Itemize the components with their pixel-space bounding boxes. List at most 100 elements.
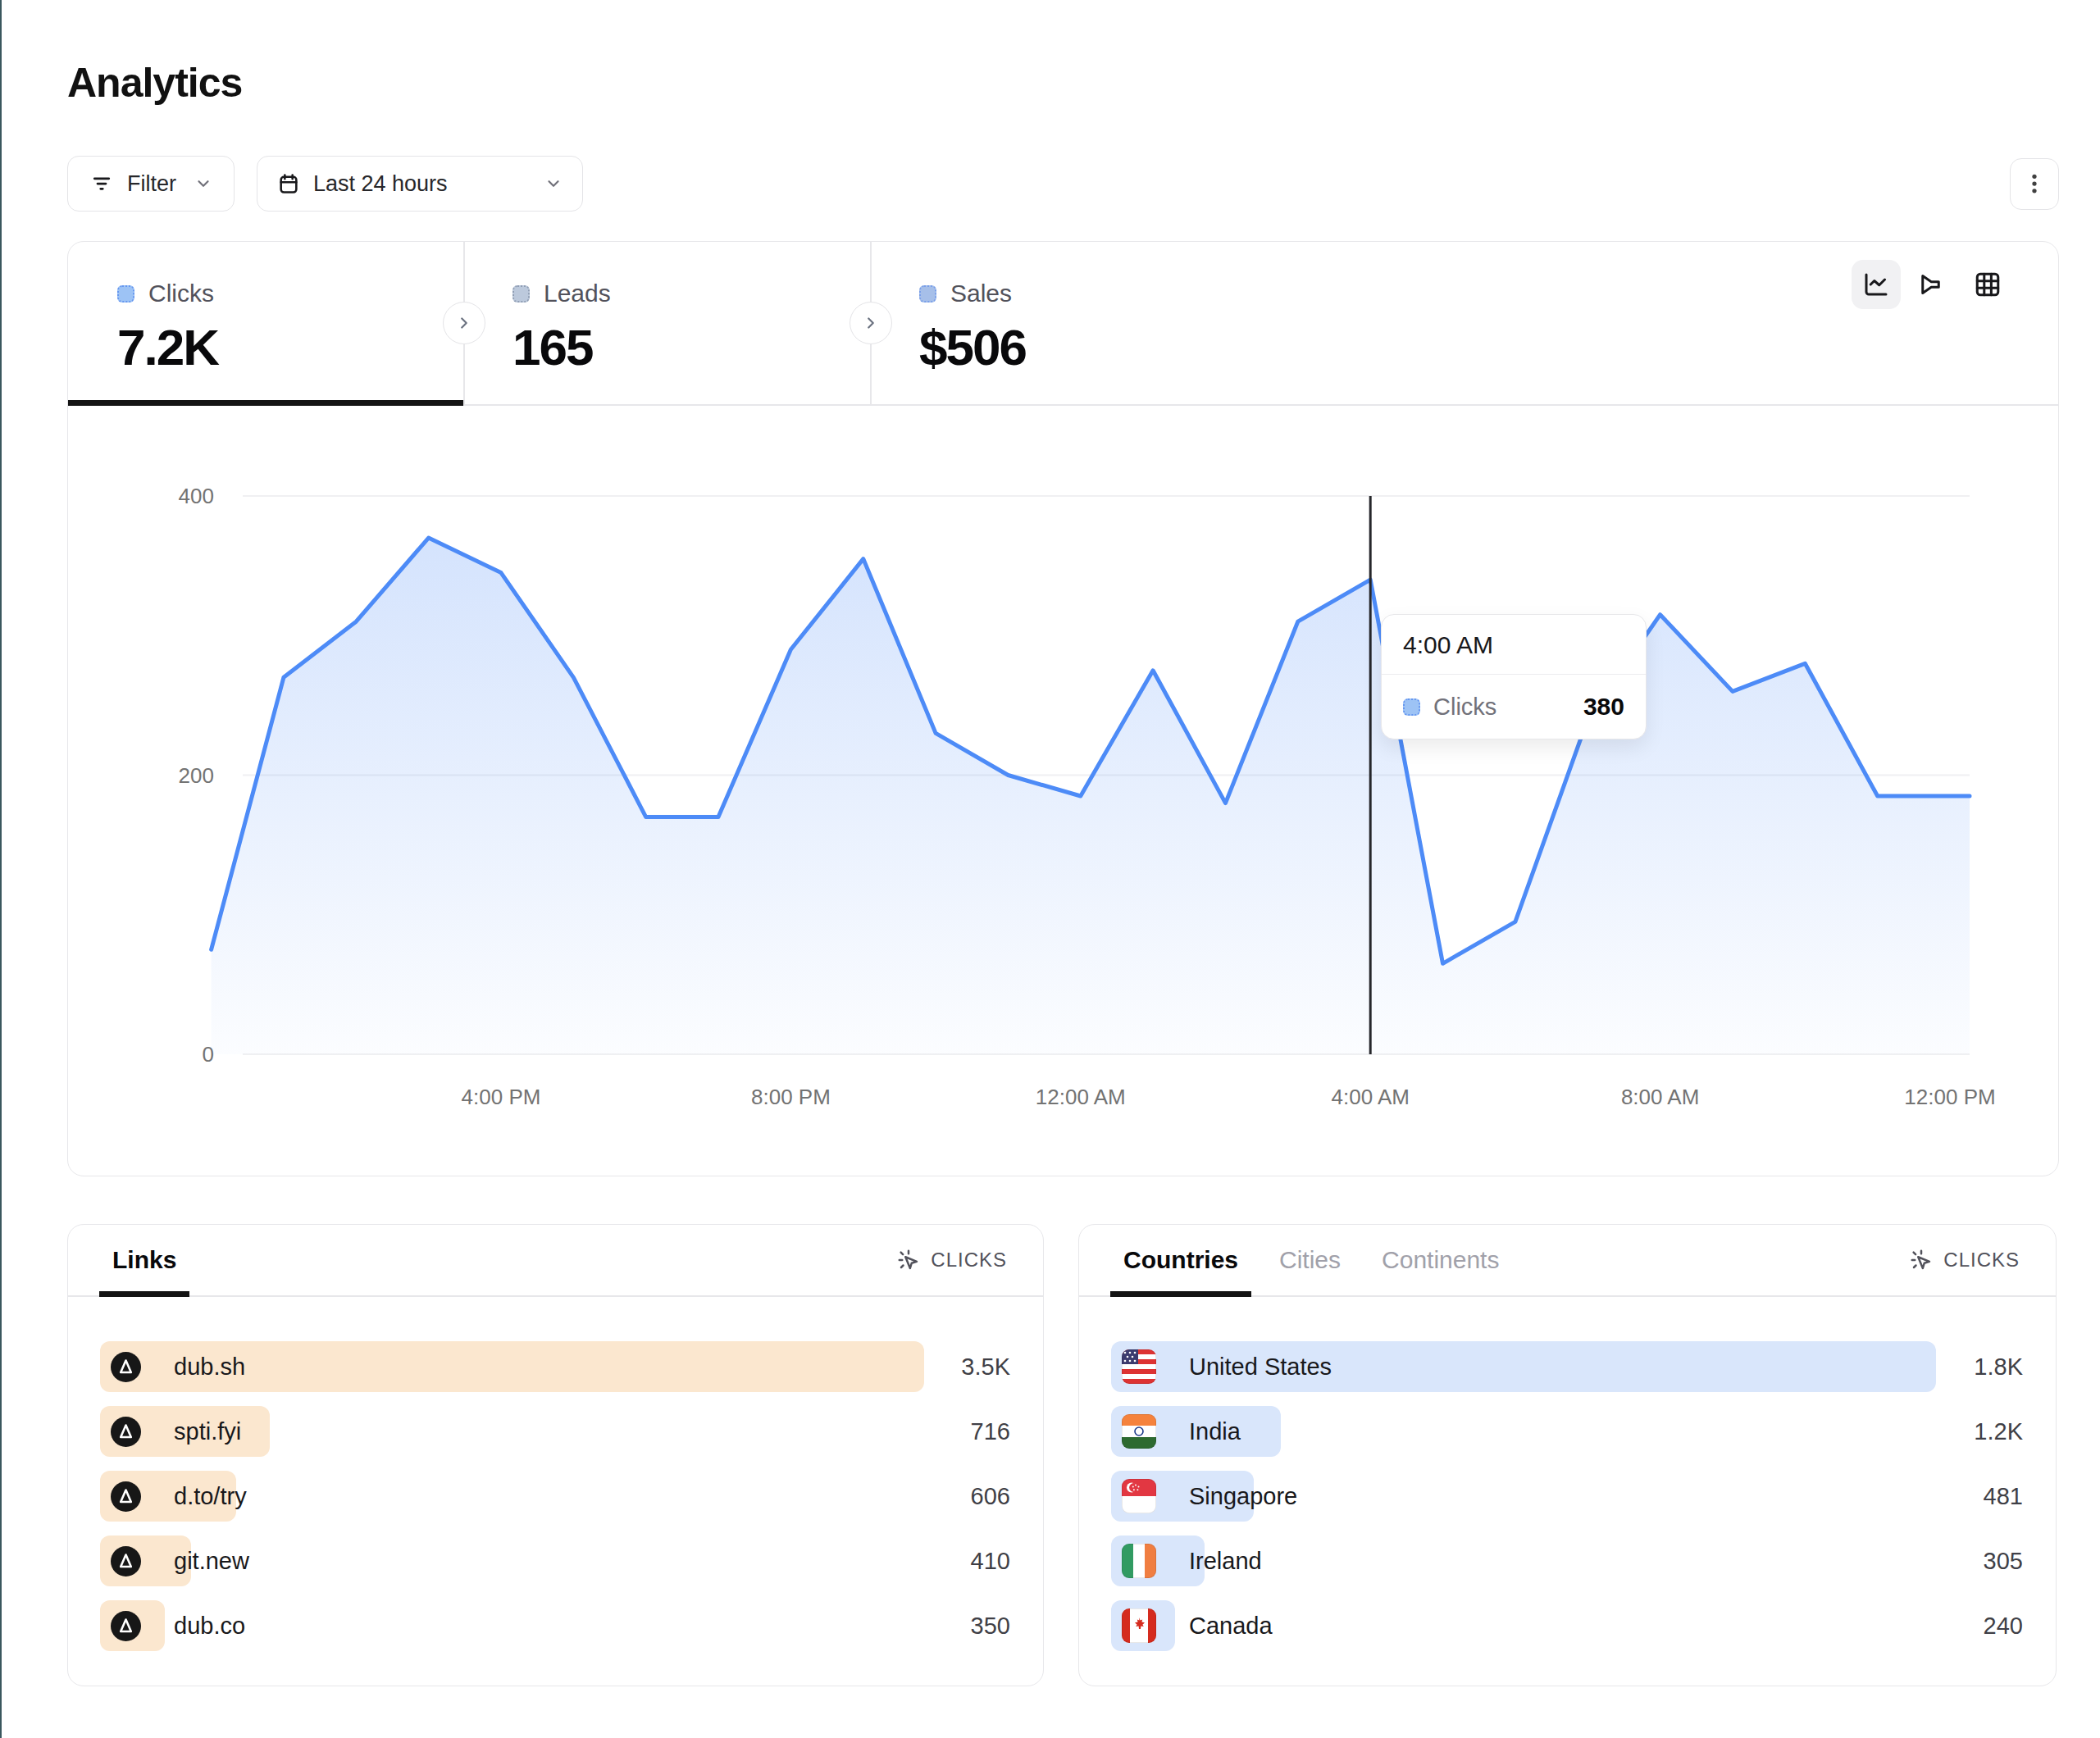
chevron-right-icon — [862, 314, 880, 332]
table-view-button[interactable] — [1963, 260, 2012, 309]
dub-logo — [111, 1417, 141, 1447]
window-left-edge — [0, 0, 2, 1738]
link-row[interactable]: dub.sh 3.5K — [100, 1341, 1010, 1392]
row-value: 305 — [1984, 1548, 2023, 1575]
countries-metric-header[interactable]: CLICKS — [1909, 1248, 2020, 1272]
row-label: Singapore — [1189, 1483, 1297, 1510]
link-row[interactable]: git.new410 — [100, 1536, 1010, 1586]
row-value: 716 — [971, 1418, 1010, 1445]
row-value: 350 — [971, 1613, 1010, 1640]
filter-button[interactable]: Filter — [67, 156, 235, 212]
tab-clicks[interactable]: Clicks 7.2K — [68, 242, 463, 404]
canada-flag-icon — [1122, 1608, 1156, 1643]
tab-cities[interactable]: Cities — [1279, 1225, 1341, 1295]
row-label: India — [1189, 1418, 1241, 1445]
svg-text:8:00 AM: 8:00 AM — [1621, 1085, 1699, 1109]
countries-list: United States 1.8K India1.2K Singapore 481 Ir… — [1079, 1297, 2056, 1651]
chevron-down-icon — [194, 175, 212, 193]
page-title: Analytics — [67, 59, 2059, 107]
more-options-button[interactable] — [2010, 158, 2059, 210]
singapore-flag-icon — [1122, 1479, 1156, 1513]
link-row[interactable]: dub.co 350 — [100, 1600, 1010, 1651]
row-value: 1.8K — [1974, 1354, 2023, 1381]
toolbar: Filter Last 24 hours — [67, 156, 2059, 212]
country-row[interactable]: Ireland 305 — [1111, 1536, 2023, 1586]
analytics-card: Clicks 7.2K Leads 165 Sales $506 — [67, 241, 2059, 1176]
expand-clicks-button[interactable] — [443, 302, 485, 344]
funnel-icon — [1917, 270, 1947, 299]
india-flag-icon — [1122, 1414, 1156, 1449]
filter-label: Filter — [127, 171, 176, 197]
grid-icon — [1973, 270, 2002, 299]
leads-legend-square — [512, 285, 530, 303]
tab-links[interactable]: Links — [112, 1225, 176, 1295]
kebab-icon — [2022, 171, 2047, 196]
svg-text:4:00 AM: 4:00 AM — [1331, 1085, 1409, 1109]
clicks-label: Clicks — [148, 280, 214, 307]
clicks-value: 7.2K — [117, 318, 463, 376]
svg-text:8:00 PM: 8:00 PM — [751, 1085, 831, 1109]
link-row[interactable]: d.to/try 606 — [100, 1471, 1010, 1522]
funnel-view-button[interactable] — [1907, 260, 1957, 309]
sales-value: $506 — [919, 318, 1277, 376]
us-flag-icon — [1122, 1349, 1156, 1384]
link-row[interactable]: spti.fyi 716 — [100, 1406, 1010, 1457]
links-metric-label: CLICKS — [931, 1249, 1007, 1272]
row-label: spti.fyi — [174, 1418, 241, 1445]
analytics-page: Analytics Filter Last 24 hours Clicks 7.… — [0, 0, 2100, 1686]
row-value: 3.5K — [961, 1354, 1010, 1381]
svg-text:12:00 PM: 12:00 PM — [1904, 1085, 1995, 1109]
leads-label: Leads — [544, 280, 611, 307]
links-metric-header[interactable]: CLICKS — [896, 1248, 1007, 1272]
dub-logo — [111, 1611, 141, 1641]
tab-countries[interactable]: Countries — [1123, 1225, 1238, 1295]
links-panel: Links CLICKS dub.sh 3.5K spti.fyi 716 d.to/t… — [67, 1224, 1044, 1686]
tab-continents[interactable]: Continents — [1382, 1225, 1499, 1295]
row-value: 481 — [1984, 1483, 2023, 1510]
links-list: dub.sh 3.5K spti.fyi 716 d.to/try 606 git.new4… — [68, 1297, 1043, 1651]
links-panel-header: Links CLICKS — [68, 1225, 1043, 1297]
chart-view-switcher — [1852, 260, 2012, 309]
sales-label: Sales — [950, 280, 1012, 307]
chart-plot: 02004004:00 PM8:00 PM12:00 AM4:00 AM8:00… — [68, 406, 2055, 1173]
row-label: Ireland — [1189, 1548, 1262, 1575]
tab-sales[interactable]: Sales $506 — [870, 242, 1277, 404]
row-label: United States — [1189, 1354, 1332, 1381]
metric-tabs: Clicks 7.2K Leads 165 Sales $506 — [68, 242, 2058, 406]
svg-text:200: 200 — [179, 763, 214, 788]
date-range-button[interactable]: Last 24 hours — [257, 156, 583, 212]
svg-text:400: 400 — [179, 484, 214, 508]
clicks-chart[interactable]: 02004004:00 PM8:00 PM12:00 AM4:00 AM8:00… — [68, 406, 2058, 1173]
cursor-click-icon — [1909, 1248, 1934, 1272]
row-label: dub.co — [174, 1613, 245, 1640]
line-chart-view-button[interactable] — [1852, 260, 1901, 309]
dub-logo — [111, 1481, 141, 1512]
tab-leads[interactable]: Leads 165 — [463, 242, 870, 404]
dub-logo — [111, 1546, 141, 1576]
clicks-legend-square — [117, 285, 134, 303]
tooltip-legend-square — [1403, 698, 1420, 716]
chevron-right-icon — [455, 314, 473, 332]
tooltip-time: 4:00 AM — [1382, 615, 1646, 675]
row-value: 606 — [971, 1483, 1010, 1510]
country-row[interactable]: Canada240 — [1111, 1600, 2023, 1651]
filter-icon — [89, 171, 114, 196]
countries-metric-label: CLICKS — [1943, 1249, 2020, 1272]
svg-text:4:00 PM: 4:00 PM — [462, 1085, 541, 1109]
expand-leads-button[interactable] — [850, 302, 892, 344]
dub-logo — [111, 1352, 141, 1382]
country-row[interactable]: United States 1.8K — [1111, 1341, 2023, 1392]
row-label: dub.sh — [174, 1354, 245, 1381]
chevron-down-icon — [544, 175, 563, 193]
row-label: git.new — [174, 1548, 249, 1575]
country-row[interactable]: Singapore 481 — [1111, 1471, 2023, 1522]
leads-value: 165 — [512, 318, 870, 376]
ireland-flag-icon — [1122, 1544, 1156, 1578]
tooltip-series-label: Clicks — [1433, 694, 1496, 721]
row-value: 240 — [1984, 1613, 2023, 1640]
row-label: d.to/try — [174, 1483, 247, 1510]
country-row[interactable]: India1.2K — [1111, 1406, 2023, 1457]
line-chart-icon — [1861, 270, 1891, 299]
countries-panel: Countries Cities Continents CLICKS Unite… — [1078, 1224, 2057, 1686]
tooltip-value: 380 — [1583, 693, 1624, 721]
